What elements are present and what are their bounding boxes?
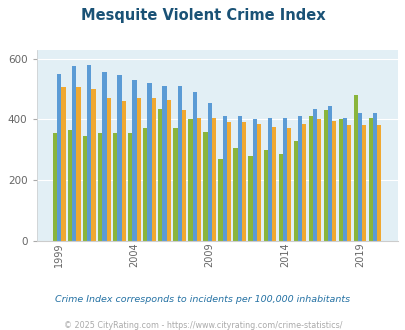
Bar xyxy=(331,121,335,241)
Bar xyxy=(91,89,96,241)
Bar xyxy=(196,118,200,241)
Text: Crime Index corresponds to incidents per 100,000 inhabitants: Crime Index corresponds to incidents per… xyxy=(55,295,350,304)
Bar xyxy=(76,87,81,241)
Bar xyxy=(237,116,241,241)
Bar xyxy=(368,118,372,241)
Bar xyxy=(357,113,361,241)
Bar xyxy=(203,132,207,241)
Bar xyxy=(121,101,126,241)
Bar xyxy=(143,128,147,241)
Bar xyxy=(233,148,237,241)
Bar xyxy=(177,86,181,241)
Bar xyxy=(286,128,290,241)
Bar xyxy=(87,65,91,241)
Text: Mesquite Violent Crime Index: Mesquite Violent Crime Index xyxy=(81,8,324,23)
Bar xyxy=(282,118,286,241)
Bar xyxy=(188,119,192,241)
Bar xyxy=(372,113,376,241)
Bar xyxy=(252,119,256,241)
Bar xyxy=(57,74,61,241)
Text: © 2025 CityRating.com - https://www.cityrating.com/crime-statistics/: © 2025 CityRating.com - https://www.city… xyxy=(64,321,341,330)
Bar xyxy=(162,86,166,241)
Bar xyxy=(98,133,102,241)
Bar xyxy=(241,122,245,241)
Bar xyxy=(301,124,305,241)
Bar xyxy=(222,116,226,241)
Bar xyxy=(338,119,342,241)
Bar xyxy=(316,119,320,241)
Bar xyxy=(128,133,132,241)
Bar xyxy=(293,141,297,241)
Bar xyxy=(248,156,252,241)
Bar xyxy=(166,100,171,241)
Bar xyxy=(83,136,87,241)
Bar xyxy=(158,109,162,241)
Bar xyxy=(226,122,230,241)
Bar xyxy=(113,133,117,241)
Bar xyxy=(271,127,275,241)
Bar xyxy=(211,118,215,241)
Bar xyxy=(353,95,357,241)
Bar xyxy=(192,92,196,241)
Bar xyxy=(136,98,141,241)
Bar xyxy=(132,80,136,241)
Bar xyxy=(267,118,271,241)
Bar xyxy=(181,110,185,241)
Bar xyxy=(342,118,346,241)
Bar xyxy=(297,116,301,241)
Bar xyxy=(53,133,57,241)
Bar xyxy=(151,98,156,241)
Bar xyxy=(312,109,316,241)
Bar xyxy=(278,154,282,241)
Bar xyxy=(68,130,72,241)
Bar xyxy=(61,87,66,241)
Bar xyxy=(173,128,177,241)
Bar xyxy=(256,124,260,241)
Bar xyxy=(376,125,381,241)
Bar xyxy=(117,75,121,241)
Bar xyxy=(327,106,331,241)
Bar xyxy=(308,116,312,241)
Bar xyxy=(207,103,211,241)
Bar xyxy=(72,66,76,241)
Bar xyxy=(218,159,222,241)
Bar xyxy=(102,72,106,241)
Bar xyxy=(346,125,350,241)
Bar xyxy=(263,150,267,241)
Bar xyxy=(147,83,151,241)
Bar xyxy=(106,98,111,241)
Bar xyxy=(323,110,327,241)
Bar xyxy=(361,125,365,241)
